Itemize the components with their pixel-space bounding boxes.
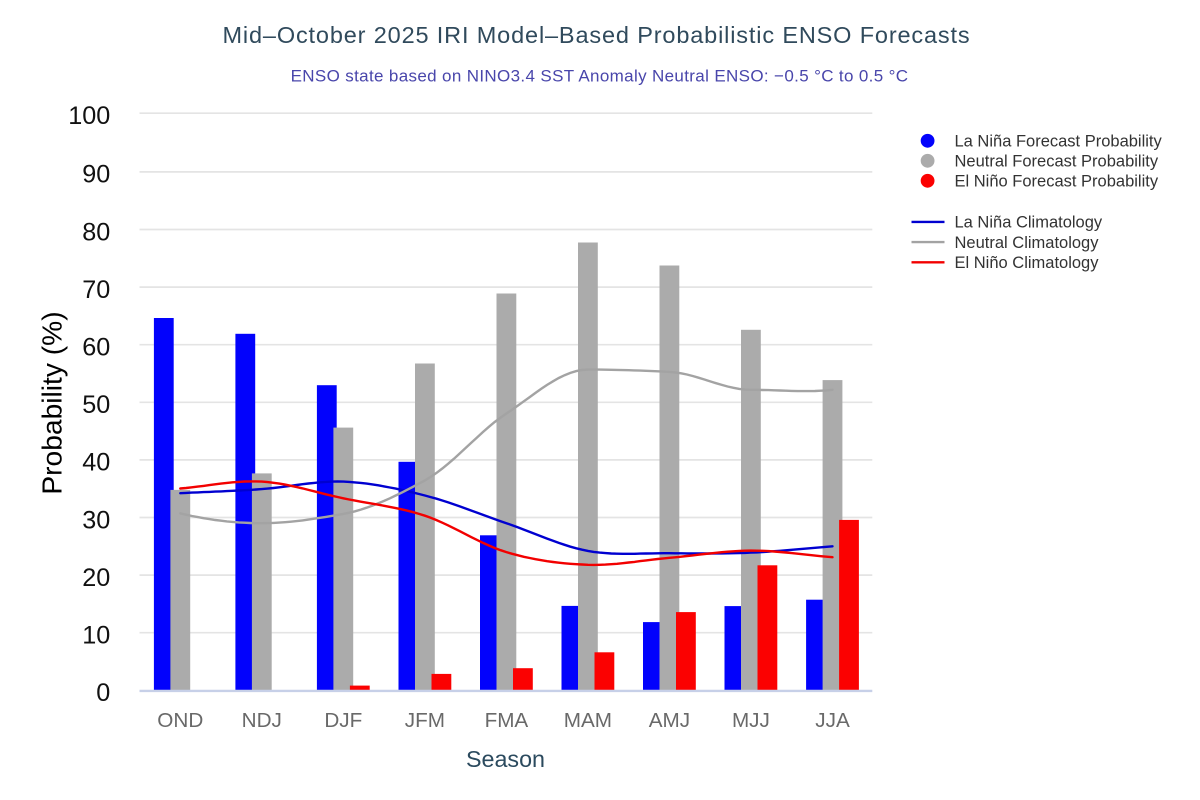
svg-text:La Niña Climatology: La Niña Climatology — [955, 214, 1103, 232]
svg-text:El Niño Climatology: El Niño Climatology — [955, 254, 1100, 272]
svg-text:NDJ: NDJ — [242, 709, 282, 732]
svg-text:60: 60 — [82, 334, 110, 362]
svg-text:80: 80 — [82, 218, 110, 246]
svg-text:Probability (%): Probability (%) — [35, 311, 67, 494]
svg-text:DJF: DJF — [324, 709, 362, 732]
svg-text:JJA: JJA — [815, 709, 850, 732]
svg-text:30: 30 — [82, 506, 110, 534]
svg-text:Neutral Climatology: Neutral Climatology — [955, 234, 1100, 252]
svg-text:Mid–October 2025 IRI Model–Bas: Mid–October 2025 IRI Model–Based Probabi… — [222, 22, 970, 48]
svg-text:La Niña Forecast Probability: La Niña Forecast Probability — [955, 133, 1163, 151]
svg-text:FMA: FMA — [485, 709, 529, 732]
svg-text:90: 90 — [82, 161, 110, 189]
svg-text:Season: Season — [466, 746, 545, 772]
svg-text:70: 70 — [82, 276, 110, 304]
svg-text:20: 20 — [82, 564, 110, 592]
svg-text:MJJ: MJJ — [732, 709, 770, 732]
svg-text:ENSO state based on NINO3.4 SS: ENSO state based on NINO3.4 SST Anomaly … — [291, 67, 909, 86]
svg-text:AMJ: AMJ — [649, 709, 690, 732]
svg-text:50: 50 — [82, 391, 110, 419]
svg-text:El Niño Forecast Probability: El Niño Forecast Probability — [955, 173, 1159, 191]
svg-text:MAM: MAM — [564, 709, 612, 732]
svg-text:OND: OND — [157, 709, 203, 732]
svg-text:0: 0 — [96, 679, 110, 707]
svg-text:10: 10 — [82, 622, 110, 650]
svg-text:JFM: JFM — [405, 709, 445, 732]
svg-text:100: 100 — [68, 102, 110, 130]
svg-text:40: 40 — [82, 449, 110, 477]
svg-text:Neutral Forecast Probability: Neutral Forecast Probability — [955, 153, 1159, 171]
